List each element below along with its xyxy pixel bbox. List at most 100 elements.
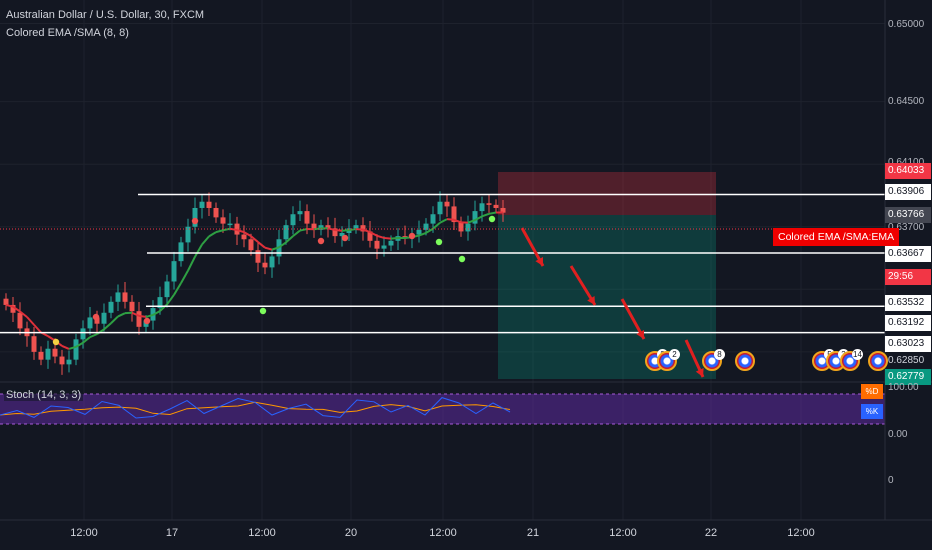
candle-body <box>87 317 93 329</box>
stoch-k-tag: %K <box>861 404 883 419</box>
candle-body <box>290 214 296 226</box>
signal-dot <box>191 217 199 225</box>
candle-body <box>458 222 464 232</box>
candle-body <box>178 242 184 262</box>
event-count: 2 <box>669 349 680 360</box>
candle-body <box>73 339 79 360</box>
candle-body <box>199 201 205 208</box>
us-event-icon[interactable]: 14 <box>840 349 863 371</box>
signal-dot <box>488 215 496 223</box>
candle-body <box>500 207 506 213</box>
signal-dot <box>435 238 443 246</box>
stoch-pane <box>0 393 885 425</box>
ema-segment <box>362 228 371 234</box>
candle-body <box>472 211 478 224</box>
ema-segment <box>82 336 91 344</box>
candle-body <box>437 201 443 215</box>
indicator-label[interactable]: Colored EMA /SMA (8, 8) <box>6 27 129 39</box>
ema-segment <box>236 229 245 234</box>
ema-segment <box>131 311 140 317</box>
ema-segment <box>138 314 147 318</box>
horizontal-levels[interactable] <box>0 193 885 334</box>
candle-body <box>213 207 219 218</box>
candle-body <box>493 204 499 208</box>
time-label: 12:00 <box>787 527 815 539</box>
stoch-label[interactable]: Stoch (14, 3, 3) <box>4 389 84 401</box>
candle-body <box>157 297 163 309</box>
candle-body <box>367 231 373 241</box>
candle-body <box>80 328 86 340</box>
ema-segment <box>271 246 280 251</box>
candle-body <box>486 203 492 205</box>
candle-body <box>136 311 142 327</box>
event-count: 14 <box>852 349 863 360</box>
ema-segment <box>117 312 126 318</box>
candle-body <box>416 229 422 235</box>
candle-body <box>381 245 387 249</box>
ema-segment <box>166 294 175 306</box>
candle-body <box>297 211 303 215</box>
ema-segment <box>488 211 497 215</box>
ema-segment <box>110 315 119 324</box>
ema-segment <box>194 243 203 258</box>
down-arrow-head <box>535 257 543 266</box>
ema-segment <box>264 246 273 251</box>
bar-countdown: 29:56 <box>885 269 931 285</box>
candle-body <box>255 250 261 263</box>
au-event-icon[interactable] <box>735 351 755 371</box>
price-tag-stop: 0.64033 <box>885 163 931 179</box>
ema-segment <box>68 345 77 350</box>
trade-projection <box>498 172 716 379</box>
candle-body <box>220 217 226 224</box>
take-profit-zone <box>498 215 716 379</box>
candle-body <box>164 281 170 298</box>
candle-body <box>45 348 51 360</box>
ema-segment <box>292 229 301 237</box>
candle-body <box>388 240 394 246</box>
ema-segment <box>257 241 266 249</box>
ema-segment <box>5 303 14 308</box>
ema-segment <box>376 234 385 239</box>
direction-arrows <box>520 227 705 378</box>
candle-body <box>479 203 485 212</box>
signal-dot <box>341 234 349 242</box>
price-tick-064500: 0.64500 <box>888 96 925 107</box>
time-label: 12:00 <box>609 527 637 539</box>
price-tag-level-3: 0.63532 <box>885 295 931 311</box>
candle-body <box>17 312 23 329</box>
time-label: 17 <box>165 527 179 539</box>
price-tick-065000: 0.65000 <box>888 19 925 30</box>
candle-body <box>10 304 16 313</box>
ema-segment <box>33 324 42 334</box>
ema-segment <box>89 333 98 339</box>
candle-body <box>430 214 436 224</box>
price-tag-level-4: 0.63192 <box>885 315 931 331</box>
stoch-tick-100: 100.00 <box>888 382 919 393</box>
us-event-icon[interactable] <box>868 351 888 371</box>
time-label: 20 <box>344 527 358 539</box>
ema-segment <box>432 222 441 230</box>
candle-body <box>451 206 457 223</box>
signal-dot <box>458 255 466 263</box>
ema-segment <box>481 212 490 218</box>
ema-segment <box>19 310 28 318</box>
ema-segment <box>187 256 196 272</box>
symbol-title[interactable]: Australian Dollar / U.S. Dollar, 30, FXC… <box>6 9 205 21</box>
down-arrow-head <box>636 330 644 339</box>
candle-body <box>311 223 317 230</box>
ema-segment <box>453 218 462 224</box>
time-label: 21 <box>526 527 540 539</box>
ema-segment <box>299 228 308 232</box>
ema-segment <box>243 231 252 237</box>
ema-segment <box>152 310 161 316</box>
candle-body <box>332 228 338 237</box>
us-event-icon[interactable]: 8 <box>702 349 725 371</box>
ema-segment <box>61 345 70 350</box>
ema-segment <box>425 227 434 234</box>
us-event-icon[interactable]: 2 <box>657 349 680 371</box>
ema-segment <box>75 341 84 348</box>
ema-segment <box>369 231 378 237</box>
ema-segment <box>208 231 217 238</box>
